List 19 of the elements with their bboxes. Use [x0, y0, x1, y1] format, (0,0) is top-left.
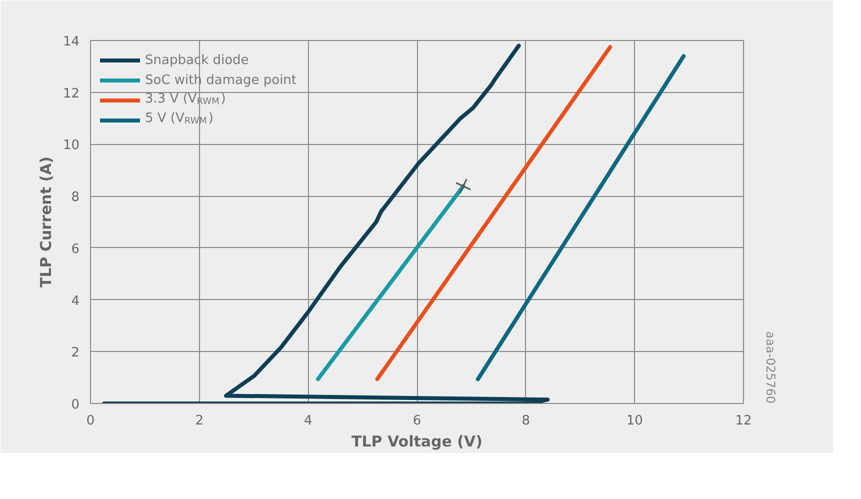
x-tick-label: 0	[86, 414, 95, 428]
y-tick-label: 4	[71, 294, 80, 309]
y-tick-label: 10	[62, 138, 80, 154]
x-tick-label: 8	[522, 414, 530, 428]
x-tick-label: 6	[412, 414, 422, 428]
text: aaa-025760	[764, 331, 778, 404]
x-axis-title: TLP Voltage (V)	[352, 432, 483, 450]
x-tick-label: 4	[304, 414, 312, 428]
y-tick-label: 6	[71, 242, 80, 257]
y-tick-label: 12	[62, 86, 80, 102]
x-tick-label: 12	[735, 414, 752, 428]
y-axis-title: TLP Current (A)	[36, 156, 55, 288]
x-tick-label: 10	[626, 414, 643, 428]
y-tick-label: 8	[71, 190, 80, 206]
y-tick-label: 2	[71, 346, 80, 361]
y-tick-label: 14	[62, 34, 80, 50]
x-tick-label: 2	[195, 414, 204, 428]
y-tick-label: 0	[71, 398, 80, 412]
line-series	[102, 44, 550, 404]
